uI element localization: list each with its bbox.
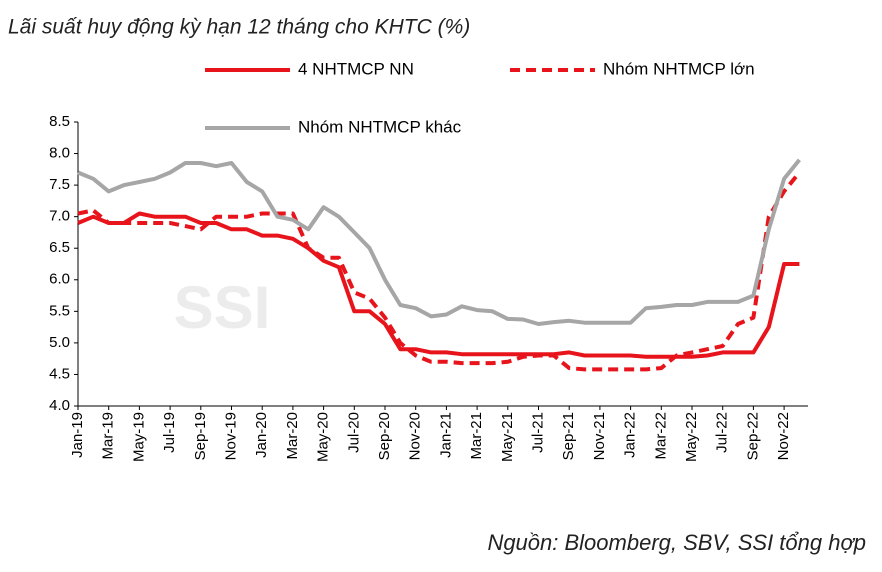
source: Nguồn: Bloomberg, SBV, SSI tổng hợp (487, 530, 866, 555)
y-tick-label: 6.5 (49, 239, 70, 256)
legend-label: 4 NHTMCP NN (298, 59, 414, 78)
series-line (77, 171, 801, 372)
x-tick-label: May-22 (683, 412, 700, 462)
legend-label: Nhóm NHTMCP khác (298, 117, 462, 136)
x-tick-label: Nov-21 (591, 412, 608, 460)
y-tick-label: 8.5 (49, 113, 70, 130)
x-tick-label: Jul-19 (161, 412, 178, 453)
x-tick-label: Jan-20 (253, 412, 270, 458)
x-tick-label: Nov-22 (775, 412, 792, 460)
y-tick-label: 6.0 (49, 271, 70, 288)
x-tick-label: Nov-20 (407, 412, 424, 460)
x-tick-label: Jul-21 (529, 412, 546, 453)
y-tick-label: 5.5 (49, 302, 70, 319)
y-tick-label: 7.5 (49, 176, 70, 193)
x-tick-label: Jul-22 (714, 412, 731, 453)
y-tick-label: 5.0 (49, 334, 70, 351)
series-line (77, 211, 800, 359)
x-tick-label: Sep-21 (560, 412, 577, 460)
x-tick-label: Mar-19 (100, 412, 117, 460)
x-tick-label: Mar-22 (652, 412, 669, 460)
x-tick-label: Sep-20 (376, 412, 393, 460)
x-tick-label: Mar-21 (468, 412, 485, 460)
x-tick-label: May-19 (130, 412, 147, 462)
x-tick-label: Jan-19 (69, 412, 86, 458)
x-tick-label: Jul-20 (345, 412, 362, 453)
x-tick-label: Jan-21 (437, 412, 454, 458)
x-tick-label: Jan-22 (622, 412, 639, 458)
x-tick-label: Sep-19 (192, 412, 209, 460)
y-tick-label: 4.0 (49, 397, 70, 414)
legend-label: Nhóm NHTMCP lớn (603, 59, 755, 78)
x-tick-label: Nov-19 (222, 412, 239, 460)
watermark: SSI (174, 274, 271, 341)
x-tick-label: May-20 (315, 412, 332, 462)
y-tick-label: 8.0 (49, 145, 70, 162)
x-tick-label: Sep-22 (744, 412, 761, 460)
x-tick-label: Mar-20 (284, 412, 301, 460)
chart-title: Lãi suất huy động kỳ hạn 12 tháng cho KH… (8, 16, 470, 39)
y-tick-label: 7.0 (49, 208, 70, 225)
y-tick-label: 4.5 (49, 365, 70, 382)
series-line (77, 158, 801, 326)
x-tick-label: May-21 (499, 412, 516, 462)
